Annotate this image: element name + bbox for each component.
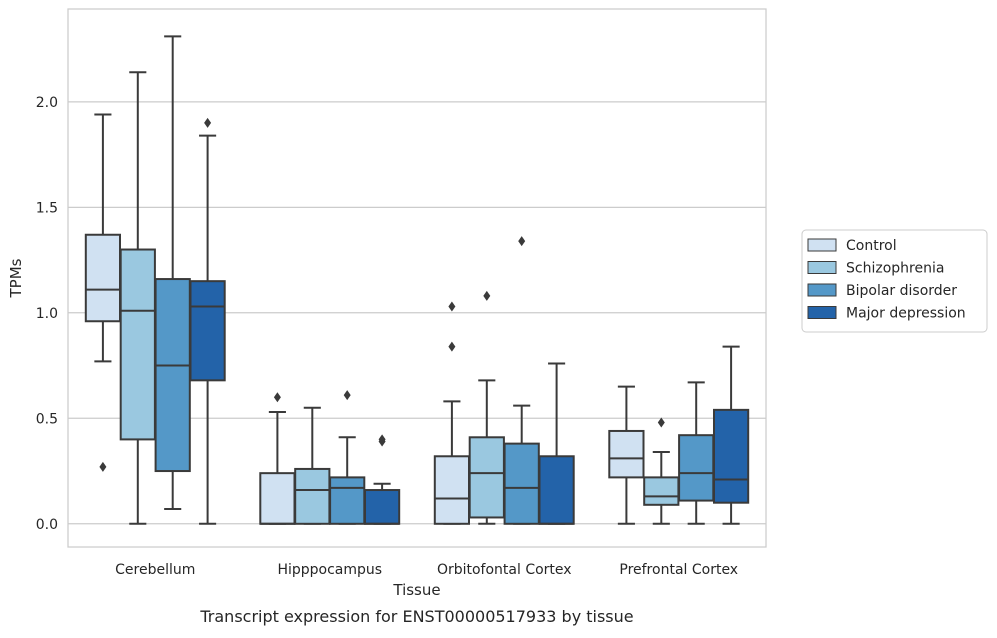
box-iqr bbox=[259, 472, 296, 525]
box-iqr bbox=[538, 455, 575, 525]
outlier-point bbox=[483, 290, 491, 301]
legend-swatch bbox=[807, 238, 837, 252]
box-iqr bbox=[503, 442, 540, 525]
y-tick-label: 1.5 bbox=[36, 200, 58, 216]
box-iqr bbox=[678, 434, 715, 502]
outlier-point bbox=[448, 341, 456, 352]
x-tick-label: Hipppocampus bbox=[277, 562, 382, 578]
x-tick-label: Prefrontal Cortex bbox=[619, 562, 738, 578]
outlier-point bbox=[204, 117, 212, 128]
box-plot-item bbox=[363, 434, 401, 525]
legend-label: Control bbox=[846, 238, 897, 254]
box-plot-item bbox=[154, 35, 191, 511]
legend: Control Schizophrenia Bipolar disorder Majo… bbox=[801, 229, 988, 333]
x-axis-ticks: Cerebellum Hipppocampus Orbitofontal Corte… bbox=[115, 562, 738, 578]
box-iqr bbox=[608, 429, 645, 479]
outlier-point bbox=[343, 390, 351, 401]
box-plot-item bbox=[329, 390, 366, 525]
legend-label: Schizophrenia bbox=[846, 261, 944, 277]
box-iqr bbox=[189, 280, 226, 382]
legend-label: Major depression bbox=[846, 306, 966, 322]
figure-caption: Transcript expression for ENST0000051793… bbox=[199, 607, 633, 626]
box-plot-item bbox=[259, 392, 296, 525]
box-plot-item bbox=[294, 406, 331, 525]
box-plot-item bbox=[643, 417, 680, 525]
box-iqr bbox=[84, 233, 122, 323]
outlier-point bbox=[518, 236, 526, 247]
outlier-point bbox=[448, 301, 456, 312]
x-tick-label: Orbitofontal Cortex bbox=[437, 562, 572, 578]
y-tick-label: 0.5 bbox=[36, 411, 58, 427]
outlier-point bbox=[378, 434, 386, 445]
box-plot-item bbox=[119, 71, 156, 525]
legend-swatch bbox=[807, 283, 837, 297]
y-axis-label: TPMs bbox=[7, 258, 25, 298]
y-axis-ticks: 0.0 0.5 1.0 1.5 2.0 bbox=[36, 95, 58, 533]
box-iqr bbox=[468, 436, 505, 519]
outlier-point bbox=[657, 417, 665, 428]
y-tick-label: 1.0 bbox=[36, 306, 58, 322]
box-plot-item bbox=[189, 117, 226, 525]
box-iqr bbox=[154, 278, 191, 473]
box-iqr bbox=[712, 408, 750, 504]
box-plot-item bbox=[433, 301, 471, 525]
box-iqr bbox=[643, 476, 680, 506]
outlier-point bbox=[273, 392, 281, 403]
legend-swatch bbox=[807, 306, 837, 319]
x-tick-label: Cerebellum bbox=[115, 562, 195, 578]
box-plot-item bbox=[712, 345, 750, 525]
legend-label: Bipolar disorder bbox=[846, 283, 957, 299]
x-axis-label: Tissue bbox=[392, 581, 440, 599]
box-iqr bbox=[294, 467, 331, 525]
boxes-layer bbox=[84, 35, 750, 525]
box-plot-item bbox=[538, 362, 575, 525]
box-plot-item bbox=[678, 381, 715, 525]
y-tick-label: 0.0 bbox=[36, 517, 58, 533]
box-iqr bbox=[363, 489, 401, 525]
y-tick-label: 2.0 bbox=[36, 95, 58, 111]
legend-swatch bbox=[807, 261, 837, 274]
box-iqr bbox=[119, 248, 156, 441]
outlier-point bbox=[99, 461, 107, 472]
box-iqr bbox=[433, 455, 471, 525]
box-plot-item bbox=[503, 236, 540, 525]
box-iqr bbox=[329, 476, 366, 525]
plot-area-frame bbox=[67, 8, 767, 548]
box-plot-item bbox=[468, 290, 505, 525]
legend-frame bbox=[801, 229, 988, 333]
box-plot-item bbox=[608, 385, 645, 525]
